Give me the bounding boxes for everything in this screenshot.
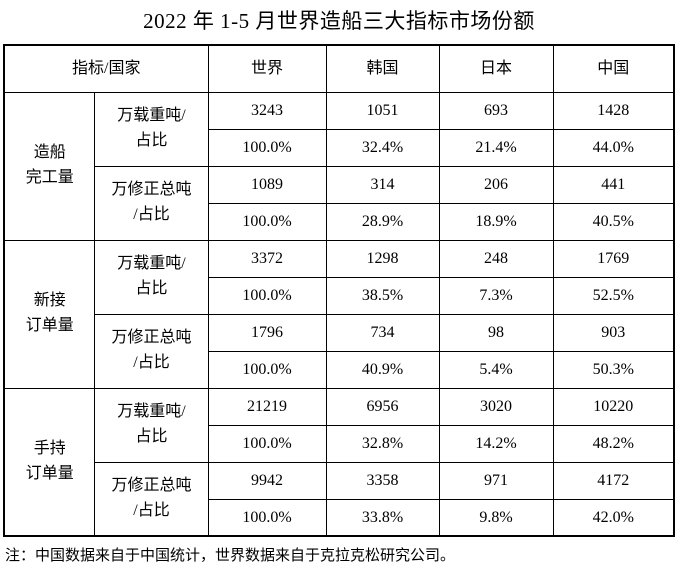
cell-share: 100.0% bbox=[207, 424, 327, 463]
table-row: 100.0% 33.8% 9.8% 42.0% bbox=[4, 498, 675, 537]
cell-share: 100.0% bbox=[207, 128, 327, 167]
cell-value: 1089 bbox=[207, 165, 327, 204]
cell-share: 32.4% bbox=[325, 128, 440, 167]
cell-value: 6956 bbox=[325, 387, 440, 426]
metric-label-dwt: 万载重吨/占比 bbox=[94, 239, 209, 315]
cell-value: 1298 bbox=[325, 239, 440, 278]
metric-label-text: 万修正总吨/占比 bbox=[111, 329, 192, 371]
cell-value: 3243 bbox=[207, 91, 327, 130]
cell-share: 18.9% bbox=[438, 202, 554, 241]
cell-share: 44.0% bbox=[552, 128, 675, 167]
cell-share: 40.5% bbox=[552, 202, 675, 241]
cell-value: 314 bbox=[325, 165, 440, 204]
table-row: 手持 订单量 万载重吨/占比 21219 6956 3020 10220 bbox=[3, 387, 675, 537]
group-label-text: 新接 订单量 bbox=[25, 292, 74, 334]
group-label-completions: 造船 完工量 bbox=[3, 91, 96, 241]
metric-label-cgt: 万修正总吨/占比 bbox=[94, 313, 209, 389]
cell-value: 1796 bbox=[207, 313, 327, 352]
cell-share: 52.5% bbox=[552, 276, 675, 315]
metric-label-text: 万载重吨/占比 bbox=[117, 255, 186, 297]
cell-value: 4172 bbox=[552, 461, 675, 500]
table-row: 100.0% 32.4% 21.4% 44.0% bbox=[4, 128, 675, 167]
group-label-text: 手持 订单量 bbox=[25, 439, 74, 482]
header-china: 中国 bbox=[552, 44, 675, 93]
metric-label-dwt: 万载重吨/占比 bbox=[94, 91, 209, 167]
table-row: 100.0% 32.8% 14.2% 48.2% bbox=[4, 424, 675, 463]
page-title: 2022 年 1-5 月世界造船三大指标市场份额 bbox=[143, 9, 535, 33]
cell-value: 1428 bbox=[552, 91, 675, 130]
cell-share: 28.9% bbox=[325, 202, 440, 241]
table-row: 100.0% 40.9% 5.4% 50.3% bbox=[4, 350, 675, 389]
cell-share: 32.8% bbox=[325, 424, 440, 463]
cell-share: 40.9% bbox=[325, 350, 440, 389]
cell-value: 10220 bbox=[552, 387, 675, 426]
cell-value: 971 bbox=[438, 461, 554, 500]
cell-share: 100.0% bbox=[207, 276, 327, 315]
cell-share: 5.4% bbox=[438, 350, 554, 389]
header-japan: 日本 bbox=[438, 44, 554, 93]
cell-value: 693 bbox=[438, 91, 554, 130]
group-label-text: 造船 完工量 bbox=[25, 144, 74, 186]
metric-label-text: 万载重吨/占比 bbox=[117, 403, 186, 445]
table-row: 新接 订单量 万载重吨/占比 3372 1298 248 1769 bbox=[3, 239, 675, 389]
cell-value: 3372 bbox=[207, 239, 327, 278]
footnote: 注：中国数据来自于中国统计，世界数据来自于克拉克松研究公司。 bbox=[5, 548, 456, 564]
cell-share: 100.0% bbox=[207, 350, 327, 389]
cell-share: 38.5% bbox=[325, 276, 440, 315]
cell-value: 734 bbox=[325, 313, 440, 352]
group-label-orderbook: 手持 订单量 bbox=[3, 387, 96, 537]
cell-share: 7.3% bbox=[438, 276, 554, 315]
cell-value: 21219 bbox=[207, 387, 327, 426]
table-row: 万修正总吨/占比 1796 734 98 903 bbox=[4, 313, 675, 389]
metric-label-cgt: 万修正总吨/占比 bbox=[94, 165, 209, 241]
header-indicator-country: 指标/国家 bbox=[3, 44, 209, 93]
metric-label-text: 万修正总吨/占比 bbox=[111, 476, 192, 519]
cell-value: 206 bbox=[438, 165, 554, 204]
cell-value: 3358 bbox=[325, 461, 440, 500]
cell-share: 33.8% bbox=[325, 498, 440, 537]
cell-share: 100.0% bbox=[207, 498, 327, 537]
cell-share: 100.0% bbox=[207, 202, 327, 241]
cell-value: 3020 bbox=[438, 387, 554, 426]
cell-value: 1051 bbox=[325, 91, 440, 130]
table-row: 万修正总吨/占比 9942 3358 971 4172 bbox=[4, 461, 675, 537]
cell-share: 21.4% bbox=[438, 128, 554, 167]
cell-value: 1769 bbox=[552, 239, 675, 278]
cell-value: 903 bbox=[552, 313, 675, 352]
cell-share: 14.2% bbox=[438, 424, 554, 463]
table-row: 万修正总吨/占比 1089 314 206 441 bbox=[4, 165, 675, 241]
header-korea: 韩国 bbox=[325, 44, 440, 93]
table-header-row: 指标/国家 世界 韩国 日本 中国 bbox=[3, 44, 675, 93]
cell-value: 441 bbox=[552, 165, 675, 204]
cell-value: 248 bbox=[438, 239, 554, 278]
table-row: 造船 完工量 万载重吨/占比 3243 1051 693 1428 bbox=[3, 91, 675, 241]
cell-value: 9942 bbox=[207, 461, 327, 500]
market-share-table: 指标/国家 世界 韩国 日本 中国 造船 完工量 万载重吨/占比 3243 105… bbox=[2, 44, 675, 537]
metric-label-text: 万载重吨/占比 bbox=[117, 107, 186, 149]
cell-value: 98 bbox=[438, 313, 554, 352]
group-label-new-orders: 新接 订单量 bbox=[3, 239, 96, 389]
header-world: 世界 bbox=[207, 44, 327, 93]
metric-label-dwt: 万载重吨/占比 bbox=[94, 387, 209, 463]
table-row: 100.0% 28.9% 18.9% 40.5% bbox=[4, 202, 675, 241]
table-row: 100.0% 38.5% 7.3% 52.5% bbox=[4, 276, 675, 315]
cell-share: 42.0% bbox=[552, 498, 675, 537]
metric-label-text: 万修正总吨/占比 bbox=[111, 181, 192, 223]
metric-label-cgt: 万修正总吨/占比 bbox=[94, 461, 209, 537]
cell-share: 48.2% bbox=[552, 424, 675, 463]
cell-share: 50.3% bbox=[552, 350, 675, 389]
cell-share: 9.8% bbox=[438, 498, 554, 537]
